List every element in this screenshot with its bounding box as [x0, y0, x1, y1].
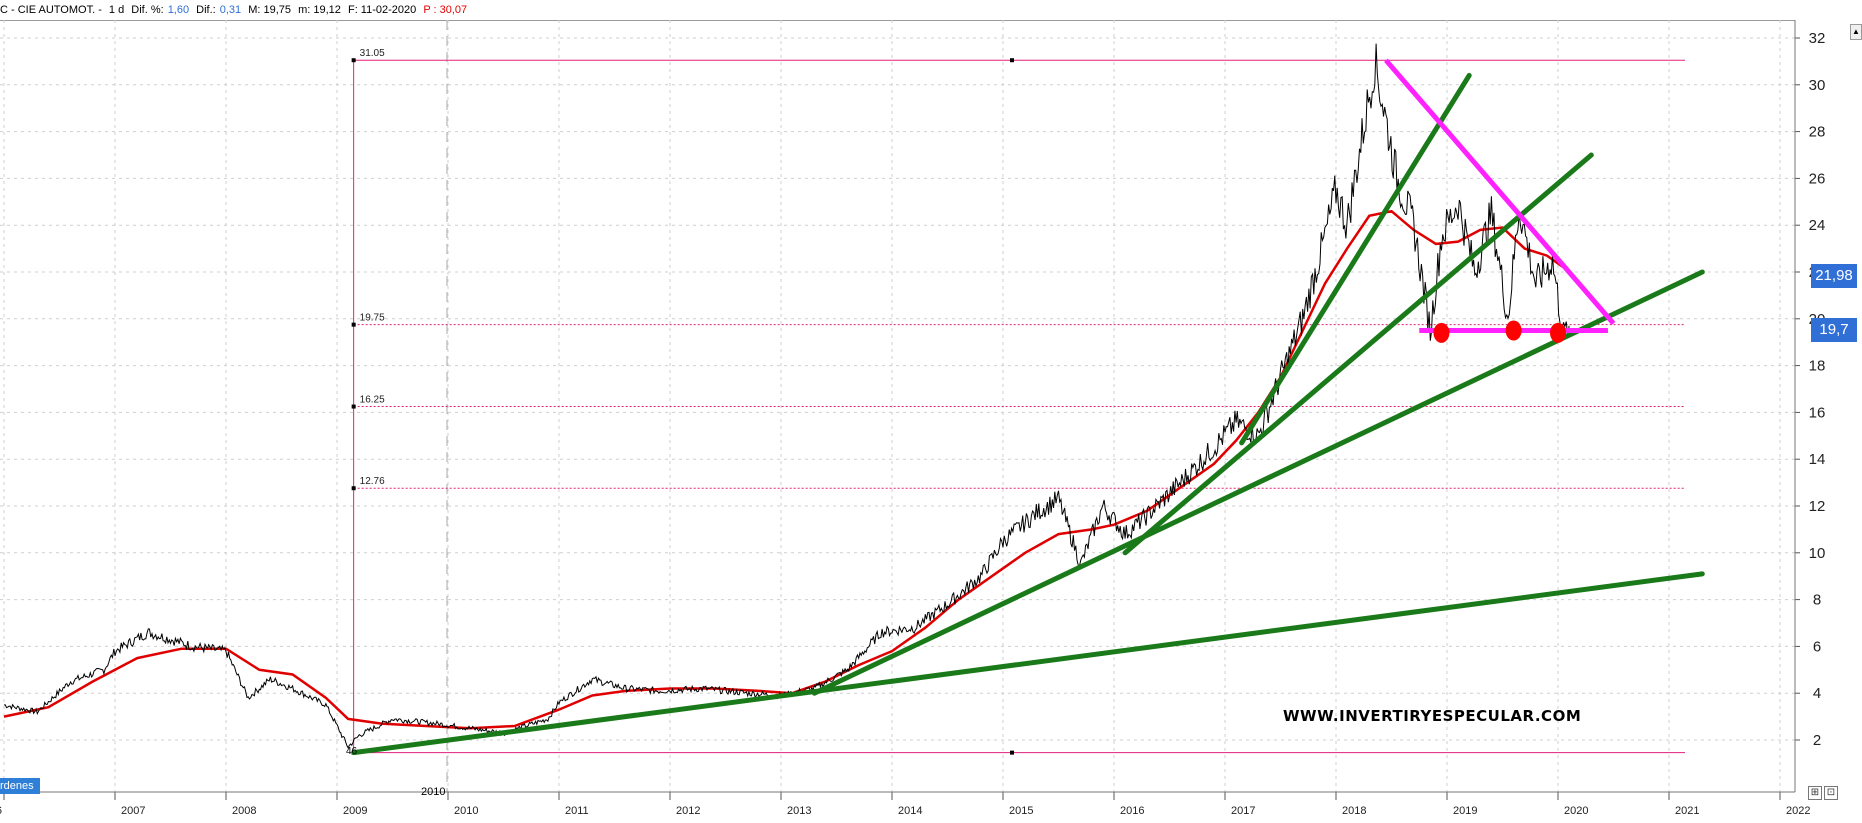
interval-label: 1 d [108, 4, 125, 16]
x-tick-label: 2011 [565, 805, 589, 817]
x-tick-label: 2012 [676, 805, 700, 817]
fibo-level-label: 19.75 [360, 313, 385, 324]
trendline-layer [351, 72, 1705, 756]
trend-mid-line [811, 269, 1705, 696]
fibonacci-levels: 31.05 19.75 16.25 12.76 [351, 48, 1685, 755]
y-tick-label: 14 [1809, 451, 1826, 468]
fibo-level-label: 12.76 [360, 476, 385, 487]
y-tick-label: 18 [1809, 358, 1826, 375]
y-tick-label: 28 [1809, 124, 1826, 141]
y-tick-label: 32 [1809, 30, 1826, 47]
support-price-box: 19,7 [1811, 318, 1857, 342]
watermark-text: WWW.INVERTIRYESPECULAR.COM [1283, 707, 1582, 725]
dif-value: 0,31 [219, 4, 242, 16]
x-tick-label: 2017 [1231, 805, 1255, 817]
y-tick-label: 26 [1809, 170, 1826, 187]
y-tick-label: 12 [1809, 498, 1826, 515]
fibo-handle [351, 486, 356, 491]
y-tick-label: 30 [1809, 77, 1826, 94]
dif-pct-label: Dif. %: [131, 4, 164, 16]
trend-steep-1-line [1122, 152, 1594, 556]
year-marker-label: 2010 [421, 786, 445, 798]
y-tick-label: 8 [1813, 592, 1821, 609]
scroll-up-button[interactable]: ▲ [1850, 24, 1862, 40]
price-series-line [3, 43, 1570, 750]
x-tick-label: 2019 [1453, 805, 1477, 817]
x-tick-label: 2008 [232, 805, 256, 817]
fibo-handle [351, 322, 356, 327]
x-tick-label: 2013 [787, 805, 811, 817]
fibo-level-label: 31.05 [360, 48, 385, 59]
expand-icon[interactable]: ⊡ [1824, 786, 1838, 800]
fibo-level-label: 16.25 [360, 395, 385, 406]
x-tick-label: 2022 [1786, 805, 1810, 817]
y-tick-label: 2 [1813, 732, 1821, 749]
grid [0, 20, 1795, 792]
x-tick-label: 06 [0, 805, 2, 817]
x-tick-label: 2007 [121, 805, 145, 817]
x-tick-label: 2021 [1675, 805, 1699, 817]
pivot-dot [1550, 322, 1566, 343]
fibo-handle [351, 58, 356, 63]
x-tick-label: 2018 [1342, 805, 1366, 817]
moving-average-layer [3, 209, 1565, 730]
chart-info-bar: C - CIE AUTOMOT. - 1 d Dif. %: 1,60 Dif.:… [0, 0, 1795, 21]
fibo-handle [1010, 750, 1014, 755]
fibo-handle [1010, 58, 1014, 63]
trend-long-line [351, 571, 1705, 756]
corner-controls: ⊞ ⊡ [1808, 786, 1858, 802]
x-tick-label: 2014 [898, 805, 922, 817]
low-marker-label: 46 [346, 746, 358, 757]
y-tick-label: 24 [1809, 217, 1826, 234]
axes: 2468101214161820222426283032062007200820… [0, 20, 1825, 817]
y-tick-label: 4 [1813, 685, 1821, 702]
moving-average-line [3, 209, 1565, 730]
price-label: P : 30,07 [423, 4, 468, 16]
dif-pct-value: 1,60 [167, 4, 190, 16]
y-tick-label: 10 [1809, 545, 1826, 562]
resistance-line [1384, 58, 1616, 326]
date-label: F: 11-02-2020 [347, 4, 417, 16]
min-label: m: 19,12 [298, 4, 341, 16]
max-label: M: 19,75 [248, 4, 292, 16]
pivot-dot [1433, 322, 1450, 343]
grid-icon[interactable]: ⊞ [1808, 786, 1822, 800]
fibo-handle [351, 404, 356, 409]
y-tick-label: 6 [1813, 638, 1821, 655]
trend-steep-2-line [1239, 72, 1472, 446]
x-tick-label: 2020 [1564, 805, 1588, 817]
y-tick-label: 16 [1809, 404, 1826, 421]
dif-label: Dif.: [196, 4, 216, 16]
symbol-label: C - CIE AUTOMOT. - [0, 4, 102, 16]
orders-tab[interactable]: rdenes [0, 778, 40, 794]
x-tick-label: 2010 [454, 805, 478, 817]
price-layer [3, 43, 1570, 750]
x-tick-label: 2016 [1120, 805, 1144, 817]
x-tick-label: 2015 [1009, 805, 1033, 817]
current-price-box: 21,98 [1811, 264, 1857, 288]
pattern-layer [1384, 58, 1616, 343]
pivot-dot [1505, 320, 1522, 341]
x-tick-label: 2009 [343, 805, 367, 817]
